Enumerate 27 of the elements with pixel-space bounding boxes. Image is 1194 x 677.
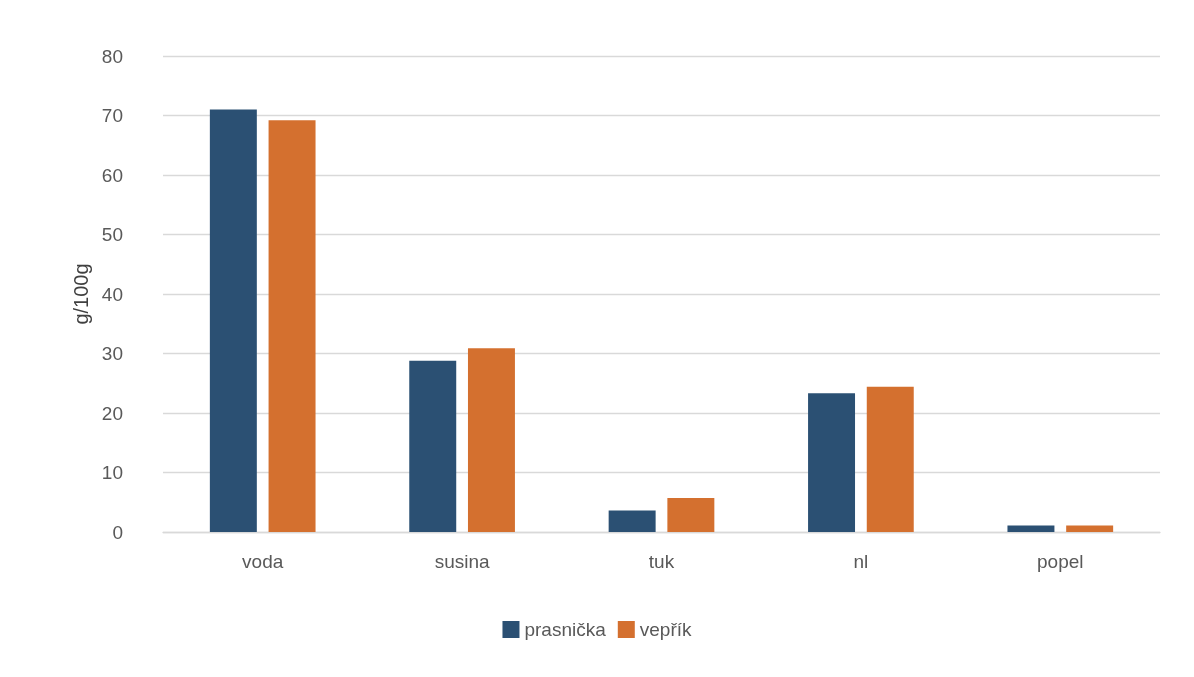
bar xyxy=(409,360,457,532)
bar xyxy=(667,498,715,532)
y-tick-label: 20 xyxy=(101,402,123,424)
legend-label: prasnička xyxy=(524,619,607,640)
bar xyxy=(1007,525,1055,532)
x-tick-label: nl xyxy=(853,551,869,572)
bar xyxy=(209,109,257,532)
bar xyxy=(467,348,515,532)
y-tick-label: 0 xyxy=(112,521,123,543)
x-tick-label: susina xyxy=(434,551,490,572)
x-tick-label: popel xyxy=(1037,551,1084,572)
legend-label: vepřík xyxy=(639,619,693,640)
y-tick-label: 40 xyxy=(101,283,123,305)
x-tick-label: voda xyxy=(242,551,284,572)
y-tick-label: 50 xyxy=(101,224,123,245)
bar xyxy=(608,510,656,532)
y-tick-label: 30 xyxy=(101,343,123,364)
y-tick-label: 80 xyxy=(101,45,123,67)
bar xyxy=(268,120,316,532)
y-tick-label: 70 xyxy=(101,105,123,126)
bar xyxy=(866,386,914,532)
y-axis-title: g/100g xyxy=(69,263,92,325)
y-tick-label: 10 xyxy=(101,462,123,483)
bar xyxy=(1066,525,1114,532)
y-tick-label: 60 xyxy=(101,164,123,186)
x-tick-label: tuk xyxy=(648,551,675,572)
bar xyxy=(808,393,856,532)
